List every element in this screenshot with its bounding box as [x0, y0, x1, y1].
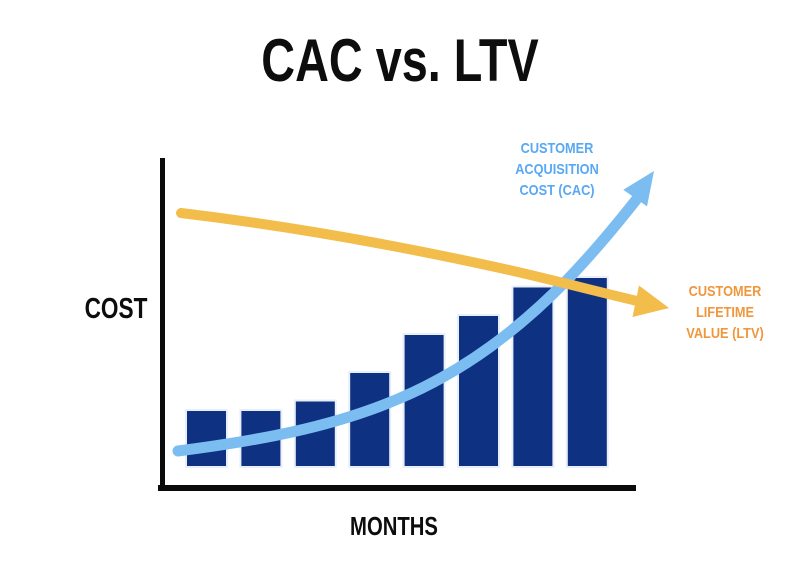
cost-bar-month-1 — [185, 409, 228, 468]
cost-bar-month-6 — [457, 314, 500, 468]
y-axis-label: COST — [84, 293, 148, 325]
y-axis-line — [160, 158, 165, 490]
cac-annotation: CUSTOMER ACQUISITION COST (CAC) — [515, 138, 599, 201]
ltv-annotation-line-1: CUSTOMER — [688, 283, 762, 300]
ltv-annotation: CUSTOMER LIFETIME VALUE (LTV) — [686, 281, 763, 344]
cost-bar-month-8 — [565, 276, 609, 468]
ltv-annotation-line-2: LIFETIME — [695, 304, 755, 321]
cac-annotation-line-3: COST (CAC) — [519, 182, 595, 199]
x-axis-line — [158, 485, 636, 491]
cost-bar-month-5 — [402, 333, 446, 468]
chart-title: CAC vs. LTV — [261, 27, 539, 94]
cac-curve — [172, 194, 642, 457]
ltv-curve — [176, 208, 642, 306]
ltv-arrowhead-icon — [632, 285, 669, 317]
cac-annotation-line-1: CUSTOMER — [520, 140, 594, 157]
cac-arrowhead-icon — [623, 171, 654, 207]
ltv-annotation-line-3: VALUE (LTV) — [686, 325, 764, 342]
x-axis-label: MONTHS — [350, 511, 438, 541]
bars-group — [185, 276, 609, 468]
cac-annotation-line-2: ACQUISITION — [515, 161, 599, 178]
